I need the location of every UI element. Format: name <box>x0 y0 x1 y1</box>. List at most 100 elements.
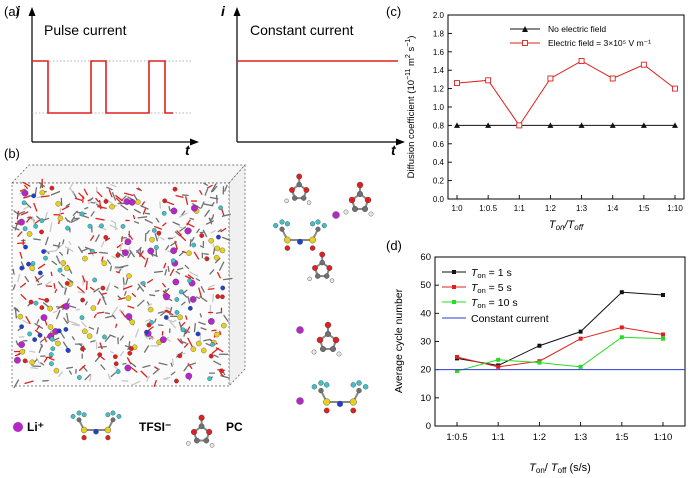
bond-stick <box>137 216 148 219</box>
bond-stick <box>163 262 167 269</box>
bond-stick <box>138 252 146 260</box>
bond-stick <box>26 216 32 223</box>
bond-stick <box>101 256 104 262</box>
bond-stick <box>211 329 217 332</box>
bond-stick <box>89 375 92 382</box>
atom-sphere <box>214 331 220 338</box>
bond-stick <box>23 195 31 199</box>
atom-sphere <box>323 273 330 279</box>
bond-stick <box>43 336 47 343</box>
atom-sphere <box>39 229 44 235</box>
bond-stick <box>122 285 133 290</box>
chart-c-ytick-label: 0.2 <box>433 177 445 186</box>
bond-stick <box>104 237 111 242</box>
atom-sphere <box>172 278 180 286</box>
bond-stick <box>90 340 96 343</box>
atom-sphere <box>135 199 141 205</box>
bond-stick <box>40 195 50 198</box>
atom-sphere <box>76 410 82 416</box>
atom-sphere <box>81 435 87 441</box>
bond-stick <box>142 364 151 368</box>
bond-stick <box>222 277 233 281</box>
bond-stick <box>128 233 133 240</box>
chart-c-xtick-label: 1:3 <box>576 204 588 213</box>
atom-sphere <box>174 297 180 302</box>
atom-sphere <box>105 435 111 441</box>
chart-d-xtick-label: 1:2 <box>533 432 546 443</box>
legend-li-label: Li⁺ <box>27 420 44 434</box>
bond-stick <box>193 251 200 260</box>
atom-sphere <box>29 359 35 366</box>
constant-current-plot: i t Constant current <box>221 3 405 158</box>
atom-sphere <box>187 305 193 311</box>
li-ion-icon <box>13 422 23 432</box>
bond-stick <box>36 319 40 324</box>
chart-c-ytick-label: 0.8 <box>433 121 445 130</box>
bond-stick <box>19 251 23 259</box>
atom-sphere <box>284 236 291 244</box>
atom-sphere <box>110 410 116 416</box>
chart-d-series-2-line <box>456 336 664 372</box>
chart-d-ytick-label: 40 <box>420 308 431 319</box>
bond-stick <box>22 319 30 325</box>
atom-sphere <box>208 237 214 244</box>
bond-stick <box>212 247 216 255</box>
atom-sphere <box>195 331 201 337</box>
atom-sphere <box>50 346 56 351</box>
bond-stick <box>115 195 123 202</box>
box-side-face <box>228 164 246 387</box>
atom-sphere <box>146 322 152 328</box>
bond-stick <box>97 345 107 348</box>
pulse-axis-i: i <box>16 3 21 19</box>
bond-stick <box>169 321 177 329</box>
bond-stick <box>187 337 193 347</box>
bond-stick <box>96 311 105 314</box>
atom-sphere <box>49 185 55 191</box>
bond-stick <box>189 217 195 220</box>
chart-c-ytick-label: 0.0 <box>433 195 445 204</box>
chart-d-series-2-point <box>578 364 583 369</box>
bond-stick <box>130 362 137 368</box>
atom-sphere <box>47 324 54 330</box>
bond-stick <box>175 195 184 198</box>
bond-stick <box>105 315 115 319</box>
panel-d-label: (d) <box>386 238 402 253</box>
atom-sphere <box>22 226 28 232</box>
bond-stick <box>52 310 58 314</box>
chart-c-series-0-point <box>578 122 585 128</box>
bond-stick <box>45 236 49 246</box>
bond-stick <box>207 288 215 290</box>
atom-sphere <box>19 348 26 355</box>
bond-stick <box>89 197 94 201</box>
atom-sphere <box>80 297 85 303</box>
atom-sphere <box>310 221 316 227</box>
atom-sphere <box>190 428 198 436</box>
bond-stick <box>209 269 215 275</box>
pulse-current-plot: i t Pulse current <box>16 3 199 158</box>
bond-stick <box>125 277 129 285</box>
atom-sphere <box>172 186 178 192</box>
bond-stick <box>53 283 56 289</box>
bond-stick <box>215 311 223 314</box>
bond-stick <box>70 218 79 223</box>
bond-stick <box>208 217 213 225</box>
bond-stick <box>68 241 72 245</box>
bond-stick <box>177 338 183 344</box>
atom-sphere <box>163 315 169 320</box>
chart-d-ytick-label: 60 <box>420 252 431 263</box>
bond-stick <box>179 234 187 242</box>
atom-sphere <box>324 321 332 329</box>
atom-sphere <box>53 367 60 374</box>
chart-d-legend-label-1: Ton = 5 s <box>471 282 512 295</box>
chart-d-series-2-point <box>619 335 624 340</box>
chart-c-series-0-point <box>672 122 678 128</box>
bond-stick <box>34 219 40 224</box>
bond-stick <box>199 245 205 249</box>
bond-stick <box>36 195 42 199</box>
bond-stick <box>24 275 30 283</box>
bond-stick <box>90 211 95 217</box>
chart-d-legend-label-0: Ton = 1 s <box>471 267 512 280</box>
atom-sphere <box>81 412 87 418</box>
bond-stick <box>221 236 231 241</box>
bond-stick <box>72 217 80 220</box>
